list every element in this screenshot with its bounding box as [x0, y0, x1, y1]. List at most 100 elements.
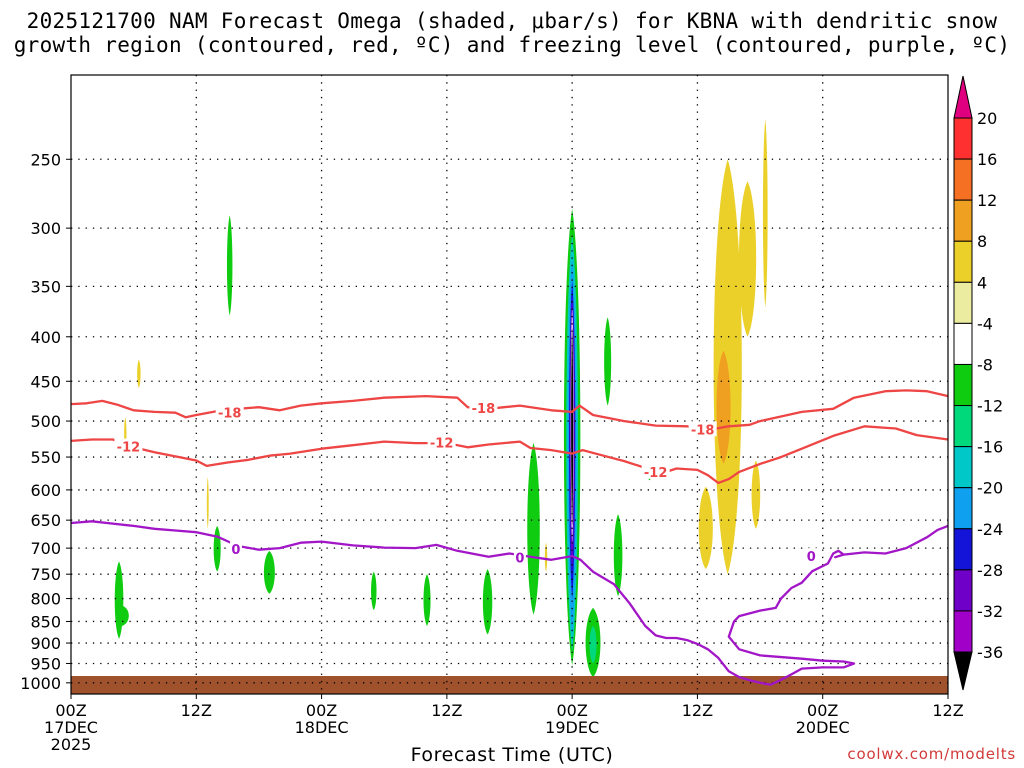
- y-tick-label: 250: [30, 150, 61, 169]
- contour-label-bg: [215, 404, 244, 420]
- contour-label-bg: [805, 548, 818, 564]
- colorbar-segment: [953, 569, 973, 612]
- colorbar-segment: [953, 322, 973, 365]
- colorbar-label: -16: [977, 438, 1003, 457]
- colorbar-segment: [953, 158, 973, 201]
- contour-label-bg: [688, 421, 717, 437]
- x-tick-label: 20DEC: [796, 718, 850, 737]
- colorbar-label: 8: [977, 232, 987, 251]
- y-tick-label: 650: [30, 511, 61, 530]
- ground-terrain: [71, 676, 948, 694]
- chart-title-line2: growth region (contoured, red, ºC) and f…: [13, 33, 1011, 57]
- x-tick-label: 2025: [51, 735, 92, 754]
- omega-shade: [762, 119, 768, 308]
- omega-shade: [751, 460, 761, 529]
- omega-shade: [544, 542, 548, 572]
- contour-label: 0: [515, 552, 524, 567]
- y-tick-label: 500: [30, 412, 61, 431]
- colorbar-label: -12: [977, 397, 1003, 416]
- colorbar-label: -24: [977, 520, 1003, 539]
- x-tick-label: 19DEC: [545, 718, 599, 737]
- contour-label-bg: [469, 399, 498, 415]
- y-tick-label: 350: [30, 277, 61, 296]
- colorbar-label: 4: [977, 273, 987, 292]
- contour-layer: -18 -18 -18 -12 -12 -12 0 0 0: [70, 389, 949, 686]
- colorbar-label: 12: [977, 191, 997, 210]
- colorbar-segment: [953, 446, 973, 489]
- contour-label: -18: [472, 402, 496, 417]
- contour-line: [70, 389, 949, 432]
- contour-label: -18: [218, 407, 242, 422]
- colorbar-segment: [953, 528, 973, 571]
- colorbar: 20 16 12 8 4 -4 -8 -12 -16 -20 -24 -28 -32 -36: [953, 75, 1003, 691]
- omega-shade: [604, 317, 612, 406]
- colorbar-segment: [953, 240, 973, 283]
- x-tick-label: 12Z: [932, 701, 963, 720]
- site-credit: coolwx.com/modelts: [847, 745, 1016, 763]
- x-tick-label: 00Z: [556, 701, 587, 720]
- y-tick-label: 800: [30, 590, 61, 609]
- contour-label-bg: [641, 463, 670, 479]
- colorbar-label: -28: [977, 561, 1003, 580]
- x-tick-label: 17DEC: [44, 718, 98, 737]
- omega-shade: [613, 514, 623, 597]
- y-tick-label: 300: [30, 219, 61, 238]
- contour-label: -12: [644, 466, 668, 481]
- omega-shade: [527, 443, 540, 615]
- contour-label: 0: [231, 543, 240, 558]
- colorbar-label: -20: [977, 479, 1003, 498]
- contour-label: -12: [117, 441, 141, 456]
- y-tick-label: 450: [30, 372, 61, 391]
- colorbar-segment: [953, 405, 973, 448]
- colorbar-label: -32: [977, 602, 1003, 621]
- x-tick-label: 12Z: [431, 701, 462, 720]
- x-tick-label: 00Z: [807, 701, 838, 720]
- y-tick-label: 550: [30, 448, 61, 467]
- omega-shade: [716, 350, 731, 464]
- contour-label: 0: [807, 550, 816, 565]
- y-tick-label: 1000: [20, 674, 61, 693]
- omega-shade: [213, 525, 221, 572]
- y-tick-label: 900: [30, 634, 61, 653]
- colorbar-segment: [953, 199, 973, 242]
- colorbar-label: -36: [977, 643, 1003, 662]
- x-tick-label: 12Z: [682, 701, 713, 720]
- omega-shade: [738, 181, 757, 337]
- x-tick-label: 00Z: [306, 701, 337, 720]
- colorbar-label: 20: [977, 109, 997, 128]
- omega-shade: [698, 486, 713, 570]
- x-tick-label: 12Z: [181, 701, 212, 720]
- y-tick-label: 400: [30, 328, 61, 347]
- contour-line: [70, 425, 949, 485]
- y-tick-label: 950: [30, 654, 61, 673]
- plot-frame: [70, 74, 949, 695]
- colorbar-segment: [953, 487, 973, 530]
- omega-shading-layer: [114, 119, 768, 678]
- grid-layer: [71, 75, 948, 694]
- omega-shade: [226, 215, 233, 316]
- y-tick-label: 850: [30, 612, 61, 631]
- colorbar-top-arrow: [953, 75, 973, 119]
- omega-shade: [263, 550, 275, 594]
- omega-shade: [114, 561, 124, 639]
- colorbar-bottom-arrow: [953, 651, 973, 691]
- colorbar-segment: [953, 363, 973, 407]
- x-axis-label: Forecast Time (UTC): [410, 744, 614, 766]
- colorbar-segment: [953, 281, 973, 324]
- omega-shade: [423, 574, 431, 626]
- omega-shade: [206, 477, 209, 529]
- colorbar-label: -4: [977, 314, 993, 333]
- y-tick-label: 700: [30, 539, 61, 558]
- contour-label-bg: [513, 549, 526, 565]
- colorbar-label: 16: [977, 150, 997, 169]
- contour-line: [70, 520, 949, 686]
- x-tick-label: 18DEC: [295, 718, 349, 737]
- y-tick-label: 750: [30, 565, 61, 584]
- y-tick-label: 600: [30, 481, 61, 500]
- omega-shade: [371, 571, 377, 611]
- contour-label-bg: [229, 541, 242, 557]
- contour-label-bg: [114, 438, 143, 454]
- omega-shade: [115, 605, 129, 626]
